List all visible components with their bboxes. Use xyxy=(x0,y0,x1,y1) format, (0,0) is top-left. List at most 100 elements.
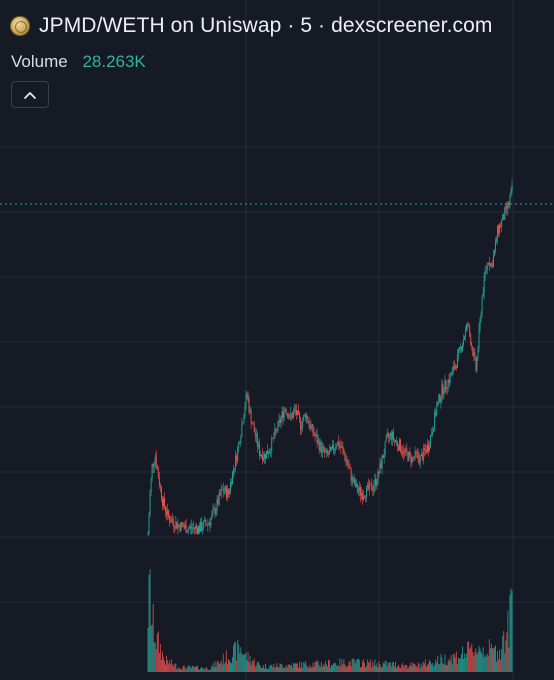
candle-body xyxy=(282,411,284,419)
candle-body xyxy=(322,446,324,448)
candle-body xyxy=(383,454,385,459)
volume-bar xyxy=(192,666,194,672)
candle-body xyxy=(286,413,288,415)
candle-body xyxy=(437,401,439,407)
candle-body xyxy=(194,526,196,529)
volume-bar xyxy=(475,648,477,672)
candle-body xyxy=(158,478,160,486)
candle-body xyxy=(428,444,429,451)
volume-bar xyxy=(349,661,351,672)
volume-bar xyxy=(202,668,204,672)
volume-bar xyxy=(336,665,338,672)
candle-body xyxy=(448,380,450,383)
volume-bar xyxy=(276,662,278,672)
candle-body xyxy=(361,493,362,496)
volume-bar xyxy=(469,648,471,672)
volume-bar xyxy=(180,669,182,672)
volume-legend: Volume 28.263K xyxy=(11,52,146,72)
volume-bar xyxy=(322,664,324,672)
volume-bar xyxy=(189,666,191,672)
volume-bar xyxy=(437,656,439,672)
candle-body xyxy=(397,441,398,447)
volume-bar xyxy=(313,666,315,672)
candle-body xyxy=(452,366,454,371)
candle-body xyxy=(285,409,287,414)
volume-bar xyxy=(160,659,162,672)
volume-bar xyxy=(304,663,306,672)
volume-bar xyxy=(281,664,283,672)
candle-body xyxy=(304,414,306,416)
candle-body xyxy=(257,443,259,447)
volume-bar xyxy=(340,666,342,672)
volume-bar xyxy=(409,665,411,672)
volume-bar xyxy=(337,665,339,672)
candle-body xyxy=(258,443,260,457)
volume-bar xyxy=(159,644,161,672)
volume-bar xyxy=(485,656,487,672)
volume-bar xyxy=(380,667,382,672)
collapse-legend-button[interactable] xyxy=(11,81,49,108)
volume-bar xyxy=(373,665,375,672)
candle-body xyxy=(300,418,302,430)
volume-bar xyxy=(210,668,212,672)
volume-bar xyxy=(410,662,412,672)
candle-body xyxy=(451,370,453,376)
candle-body xyxy=(420,453,422,457)
volume-bar xyxy=(252,660,254,672)
volume-bar xyxy=(397,666,398,672)
candle-body xyxy=(484,270,486,276)
volume-bar xyxy=(253,658,255,672)
volume-bar xyxy=(278,667,280,672)
volume-bar xyxy=(449,660,451,672)
volume-bar xyxy=(365,667,367,672)
volume-bar xyxy=(197,665,198,672)
candle-body xyxy=(267,451,269,454)
volume-bar xyxy=(392,661,394,672)
candle-body xyxy=(168,509,170,518)
volume-bar xyxy=(426,664,428,672)
candle-body xyxy=(456,354,458,368)
volume-bar xyxy=(482,647,484,672)
volume-bar xyxy=(384,660,386,672)
volume-bar xyxy=(184,668,186,672)
candle-body xyxy=(176,521,178,529)
volume-bar xyxy=(176,669,178,672)
volume-bar xyxy=(185,669,187,672)
candle-body xyxy=(255,434,257,437)
candle-body xyxy=(497,225,499,240)
candle-body xyxy=(348,466,350,468)
volume-bar xyxy=(408,667,410,672)
volume-bar xyxy=(354,663,356,672)
candle-body xyxy=(418,457,420,464)
candle-body xyxy=(253,424,255,433)
candle-body xyxy=(349,467,351,469)
candle-body xyxy=(193,527,195,529)
volume-bar xyxy=(259,666,261,672)
candle-body xyxy=(466,324,468,330)
volume-bar xyxy=(231,663,232,672)
candle-body xyxy=(299,413,301,419)
volume-bar xyxy=(170,664,172,672)
candle-body xyxy=(316,434,318,444)
candle-body xyxy=(169,517,171,523)
volume-bar xyxy=(440,654,442,672)
candle-body xyxy=(202,528,204,531)
candle-body xyxy=(256,434,258,447)
candle-body xyxy=(506,206,508,210)
candle-body xyxy=(252,424,254,425)
candle-body xyxy=(260,454,262,456)
candle-body xyxy=(461,346,462,351)
candle-body xyxy=(203,521,205,529)
candle-body xyxy=(157,468,159,479)
candle-body xyxy=(444,380,446,393)
candle-body xyxy=(219,493,221,496)
volume-bar xyxy=(211,665,213,672)
volume-bar xyxy=(218,663,220,672)
candle-body xyxy=(247,393,249,400)
volume-bar xyxy=(328,659,329,672)
candle-body xyxy=(459,346,461,348)
candle-body xyxy=(354,479,356,487)
volume-bar xyxy=(215,666,217,672)
candle-body xyxy=(487,263,489,264)
